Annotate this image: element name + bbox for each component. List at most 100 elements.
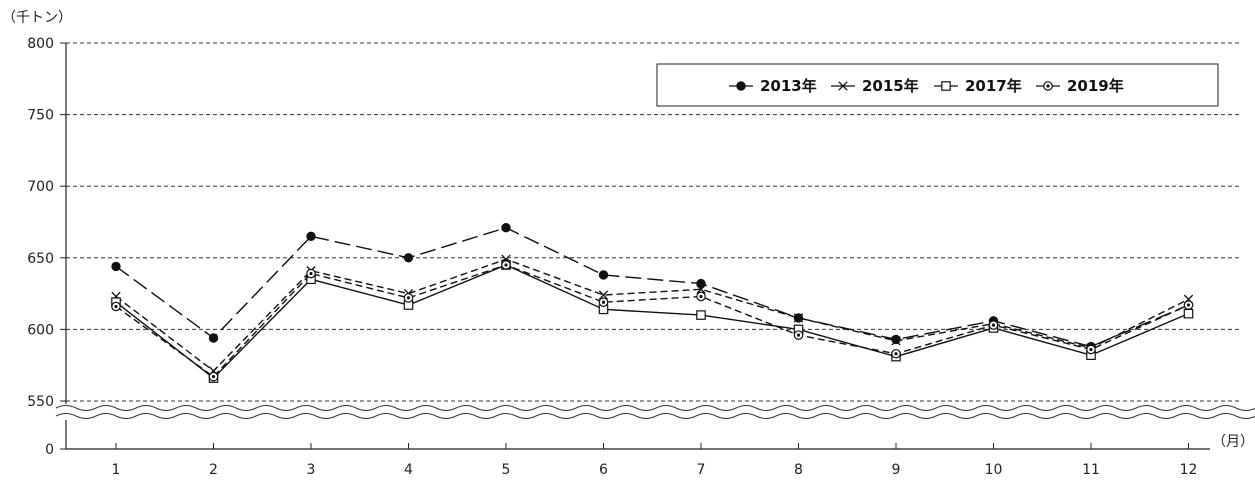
legend-label: 2013年	[760, 77, 817, 95]
x-tick-label: 11	[1082, 462, 1100, 478]
y-tick-label: 600	[27, 322, 54, 338]
legend-item: 2013年	[729, 77, 817, 95]
data-point-marker	[736, 81, 746, 91]
data-point	[891, 336, 901, 346]
data-point	[501, 223, 511, 233]
data-point-marker	[838, 81, 848, 91]
grid-lines	[60, 42, 1240, 450]
data-point-marker	[793, 313, 804, 323]
data-point-marker-dot	[796, 333, 801, 337]
series-2015年	[111, 254, 1194, 376]
data-point-marker	[598, 290, 609, 300]
data-point-marker	[891, 336, 901, 346]
x-tick-label: 2	[209, 462, 218, 478]
data-point	[208, 333, 219, 343]
data-point-marker	[696, 284, 706, 294]
legend-item: 2017年	[934, 77, 1022, 95]
data-point-marker	[696, 278, 706, 289]
data-point	[598, 297, 609, 307]
series-line	[115, 258, 1189, 372]
x-tick-label: 6	[599, 462, 608, 478]
x-axis-unit-label: （月）	[1212, 434, 1254, 450]
data-point-marker-dot	[1186, 303, 1191, 307]
y-axis-unit-label: （千トン）	[2, 10, 72, 26]
data-point-marker-dot	[1046, 84, 1050, 88]
data-point-marker-dot	[1089, 347, 1093, 352]
series-2019年	[111, 260, 1194, 382]
data-point	[111, 301, 121, 312]
data-point	[111, 261, 121, 272]
data-point	[306, 268, 316, 279]
data-point	[208, 371, 219, 382]
y-tick-label: 750	[27, 108, 54, 124]
data-point-marker-dot	[309, 271, 313, 276]
legend-label: 2019年	[1067, 77, 1124, 95]
data-point-marker-dot	[504, 263, 508, 267]
x-tick-label: 4	[404, 462, 413, 478]
x-tick-label: 8	[794, 462, 803, 478]
data-point	[793, 330, 804, 340]
y-tick-label: 650	[27, 251, 54, 267]
data-point	[306, 231, 316, 242]
series-layer	[111, 223, 1194, 383]
legend-item: 2015年	[831, 77, 919, 95]
data-point-marker	[941, 81, 951, 91]
data-point	[501, 260, 511, 270]
axes	[65, 43, 1210, 450]
x-tick-label: 10	[985, 462, 1003, 478]
data-point	[696, 310, 706, 320]
data-point-marker-dot	[406, 296, 411, 300]
series-line	[115, 264, 1189, 380]
data-point-marker-dot	[894, 352, 898, 356]
x-tick-label: 5	[502, 462, 511, 478]
data-point	[891, 334, 901, 345]
y-tick-label: 0	[45, 442, 54, 458]
data-point-marker	[306, 231, 316, 242]
legend-label: 2017年	[965, 77, 1022, 95]
legend-item: 2019年	[1036, 77, 1124, 95]
series-line	[115, 226, 1189, 348]
data-point	[891, 348, 901, 359]
data-point-marker-dot	[991, 323, 996, 327]
data-point	[403, 293, 414, 303]
legend-box	[656, 63, 1219, 107]
data-point-marker-dot	[601, 300, 606, 304]
legend-label: 2015年	[862, 77, 919, 95]
series-line	[115, 264, 1189, 378]
y-tick-label: 700	[27, 179, 54, 195]
axis-break	[54, 405, 1255, 419]
data-point	[1183, 300, 1194, 310]
axis-break-mask	[54, 406, 1252, 418]
y-tick-label: 800	[27, 36, 54, 52]
y-tick-label: 550	[27, 394, 54, 410]
data-point	[793, 313, 804, 323]
data-point	[598, 270, 609, 280]
data-point	[696, 284, 706, 294]
x-tick-label: 1	[112, 462, 121, 478]
x-tick-label: 9	[892, 462, 901, 478]
data-point-marker	[891, 334, 901, 345]
data-point-marker-dot	[114, 304, 118, 309]
data-point-marker	[403, 253, 414, 263]
x-tick-label: 12	[1180, 462, 1198, 478]
axis-break-wave-lower	[55, 413, 1255, 419]
data-point	[696, 278, 706, 289]
data-point-marker	[1183, 308, 1194, 319]
axis-break-wave-upper	[55, 405, 1255, 411]
data-point	[403, 253, 414, 263]
x-tick-label: 3	[307, 462, 316, 478]
data-point	[1183, 308, 1194, 319]
x-tick-label: 7	[697, 462, 706, 478]
legend: 2013年 2015年 2017年 2019年	[656, 63, 1219, 107]
data-point-marker	[111, 261, 121, 272]
data-point	[598, 290, 609, 300]
x-tick-labels: 1 2 3 4 5 6 7 8 9 10 11 12	[112, 443, 1198, 478]
series-2013年	[111, 223, 1194, 352]
data-point-marker	[501, 223, 511, 233]
y-tick-labels: 800 750 700 650 600 550 0	[27, 36, 54, 458]
data-point-marker	[208, 333, 219, 343]
data-point-marker	[598, 270, 609, 280]
data-point-marker-dot	[699, 294, 703, 299]
data-point-marker	[696, 310, 706, 320]
